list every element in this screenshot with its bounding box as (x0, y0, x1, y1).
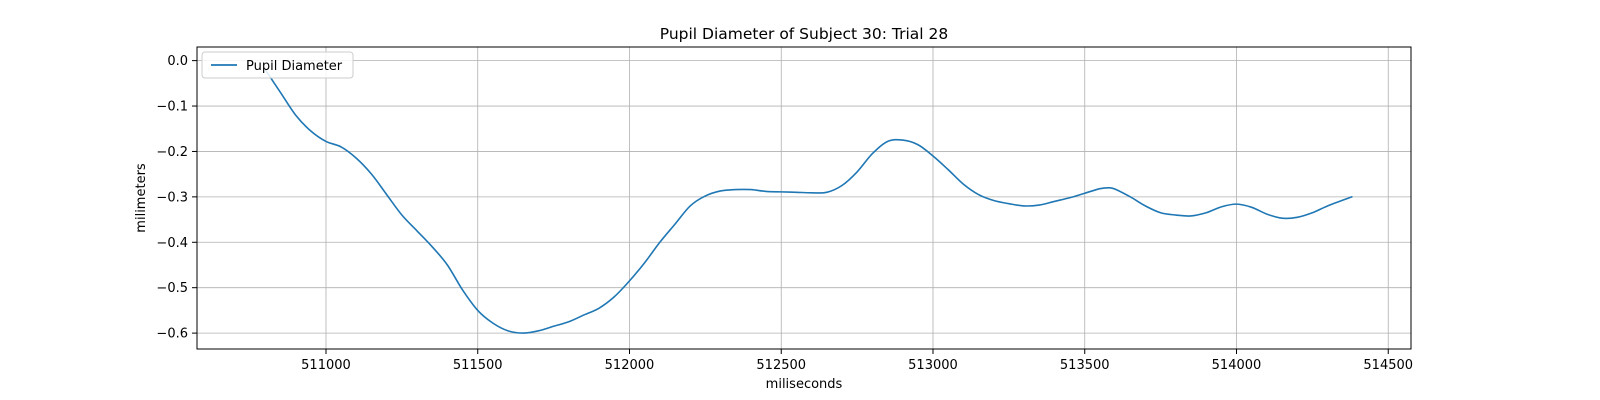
y-tick-label: −0.4 (156, 236, 188, 251)
chart-title: Pupil Diameter of Subject 30: Trial 28 (660, 25, 949, 43)
x-tick-label: 513500 (1060, 358, 1110, 373)
plot-frame (196, 46, 1412, 350)
legend: Pupil Diameter (201, 51, 354, 79)
legend-box (201, 51, 354, 79)
x-tick-label: 513000 (908, 358, 958, 373)
y-axis-title: milimeters (134, 163, 149, 233)
x-tick-label: 512000 (605, 358, 655, 373)
series-line-pupil-diameter (264, 68, 1353, 334)
x-tick-label: 511500 (453, 358, 503, 373)
tick-layer: 511000 511500 512000 512500 513000 513500 5140… (156, 54, 1413, 373)
grid-layer (197, 47, 1411, 349)
y-tick-label: −0.2 (156, 145, 188, 160)
y-tick-label: −0.6 (156, 327, 188, 342)
x-tick-label: 512500 (756, 358, 806, 373)
x-tick-label: 514000 (1212, 358, 1262, 373)
x-tick-label: 511000 (301, 358, 351, 373)
x-tick-label: 514500 (1363, 358, 1413, 373)
legend-label: Pupil Diameter (246, 59, 343, 74)
x-axis-title: miliseconds (766, 377, 843, 392)
y-tick-label: 0.0 (167, 54, 188, 69)
y-tick-label: −0.1 (156, 100, 188, 115)
y-tick-label: −0.3 (156, 190, 188, 205)
plot-layer (264, 68, 1353, 334)
y-tick-label: −0.5 (156, 281, 188, 296)
